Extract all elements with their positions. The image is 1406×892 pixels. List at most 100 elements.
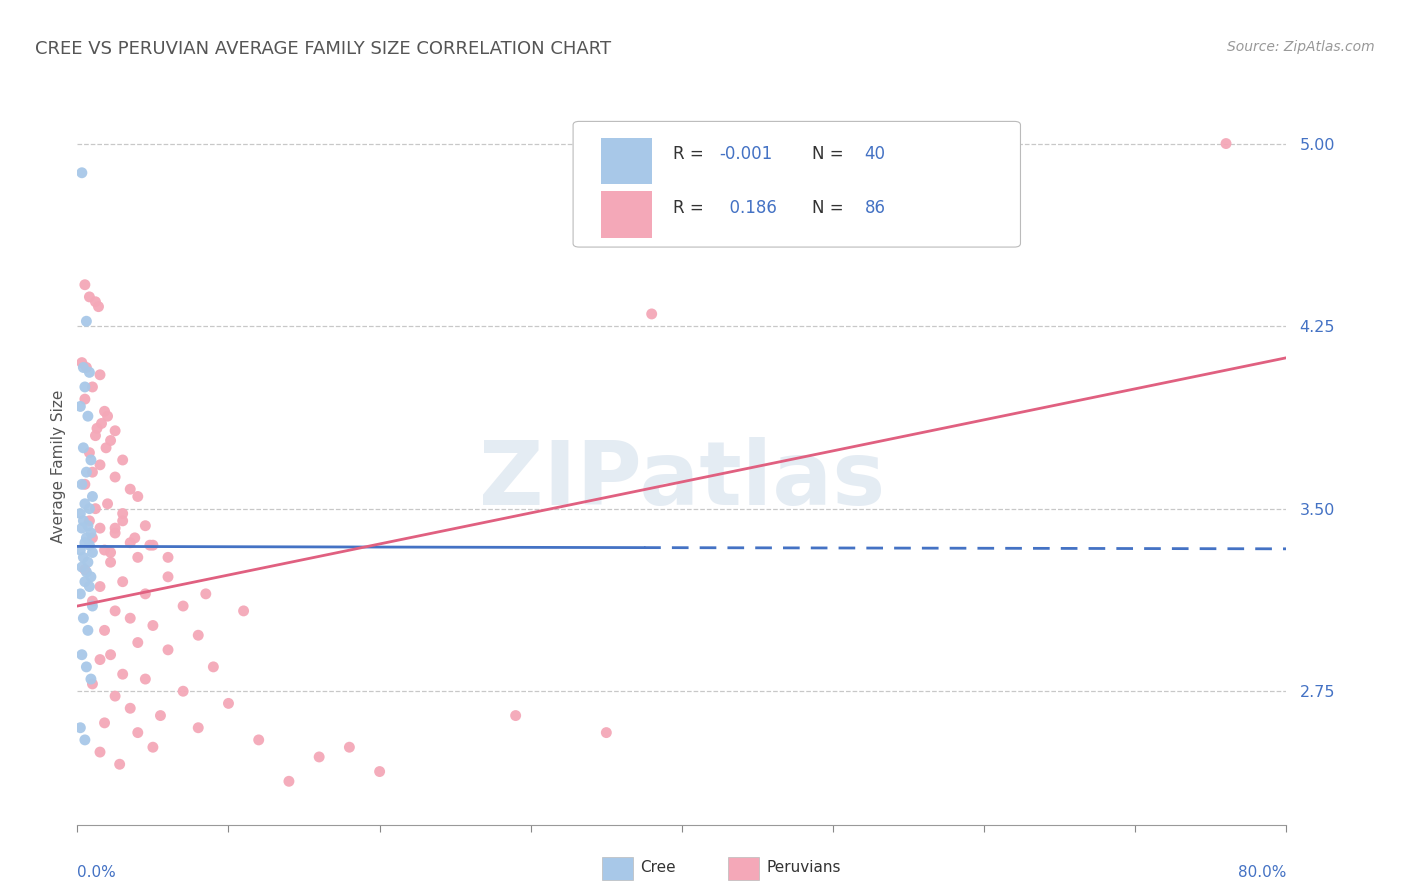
Point bbox=[89, 580, 111, 594]
Point bbox=[84, 501, 107, 516]
Point bbox=[127, 550, 149, 565]
Point bbox=[104, 521, 127, 535]
Point bbox=[82, 490, 104, 504]
Point bbox=[104, 424, 127, 438]
Point bbox=[80, 570, 103, 584]
Point bbox=[77, 409, 100, 424]
Point bbox=[120, 611, 142, 625]
Point bbox=[77, 624, 100, 638]
Point bbox=[127, 490, 149, 504]
Point bbox=[100, 648, 122, 662]
Point bbox=[127, 725, 149, 739]
Point bbox=[90, 417, 112, 431]
Point bbox=[77, 555, 100, 569]
Point bbox=[87, 300, 110, 314]
Point bbox=[194, 587, 217, 601]
Point bbox=[127, 635, 149, 649]
Point bbox=[93, 624, 115, 638]
Point bbox=[89, 521, 111, 535]
Point bbox=[72, 514, 94, 528]
Text: 86: 86 bbox=[865, 199, 886, 217]
Point bbox=[75, 314, 97, 328]
Point bbox=[134, 587, 156, 601]
Point bbox=[72, 611, 94, 625]
Point bbox=[89, 745, 111, 759]
Point bbox=[75, 360, 97, 375]
Point bbox=[73, 732, 96, 747]
Point bbox=[100, 545, 122, 559]
Point bbox=[120, 535, 142, 549]
Point bbox=[73, 477, 96, 491]
Point bbox=[82, 531, 104, 545]
Point bbox=[75, 565, 97, 579]
Point bbox=[142, 618, 165, 632]
Point bbox=[82, 677, 104, 691]
Point bbox=[80, 453, 103, 467]
Text: 0.186: 0.186 bbox=[720, 199, 778, 217]
Point bbox=[96, 497, 118, 511]
Point bbox=[73, 380, 96, 394]
Text: Peruvians: Peruvians bbox=[766, 860, 841, 874]
Point bbox=[79, 445, 101, 459]
Point bbox=[72, 360, 94, 375]
Point bbox=[108, 757, 131, 772]
Bar bbox=[600, 137, 652, 185]
Point bbox=[69, 587, 91, 601]
Point bbox=[96, 409, 118, 424]
Point bbox=[104, 604, 127, 618]
Point bbox=[111, 507, 134, 521]
Point bbox=[73, 497, 96, 511]
Point bbox=[104, 689, 127, 703]
Point bbox=[69, 400, 91, 414]
Text: Source: ZipAtlas.com: Source: ZipAtlas.com bbox=[1227, 40, 1375, 54]
Point bbox=[247, 732, 270, 747]
Point bbox=[79, 538, 101, 552]
Point bbox=[86, 421, 108, 435]
Point bbox=[134, 672, 156, 686]
Text: -0.001: -0.001 bbox=[720, 145, 773, 162]
Point bbox=[505, 708, 527, 723]
Point bbox=[218, 697, 240, 711]
Point bbox=[172, 684, 194, 698]
Point bbox=[187, 721, 209, 735]
Point bbox=[100, 434, 122, 448]
Point bbox=[89, 458, 111, 472]
Point bbox=[187, 628, 209, 642]
Point bbox=[73, 277, 96, 292]
Point bbox=[142, 740, 165, 755]
Text: Cree: Cree bbox=[640, 860, 675, 874]
Point bbox=[69, 507, 91, 521]
Point bbox=[69, 721, 91, 735]
Point bbox=[368, 764, 391, 779]
Point bbox=[82, 545, 104, 559]
Point bbox=[641, 307, 664, 321]
Text: CREE VS PERUVIAN AVERAGE FAMILY SIZE CORRELATION CHART: CREE VS PERUVIAN AVERAGE FAMILY SIZE COR… bbox=[35, 40, 612, 58]
Point bbox=[120, 701, 142, 715]
Point bbox=[70, 648, 93, 662]
Point bbox=[157, 550, 180, 565]
Point bbox=[72, 550, 94, 565]
FancyBboxPatch shape bbox=[574, 121, 1021, 247]
Point bbox=[1215, 136, 1237, 151]
Point bbox=[104, 470, 127, 484]
Text: R =: R = bbox=[673, 199, 710, 217]
Point bbox=[79, 365, 101, 379]
Point bbox=[73, 392, 96, 406]
Point bbox=[308, 750, 330, 764]
Point bbox=[82, 594, 104, 608]
Point bbox=[73, 562, 96, 576]
Point bbox=[134, 518, 156, 533]
Text: R =: R = bbox=[673, 145, 710, 162]
Point bbox=[93, 404, 115, 418]
Point bbox=[111, 574, 134, 589]
Point bbox=[80, 526, 103, 541]
Point bbox=[75, 531, 97, 545]
Point bbox=[111, 453, 134, 467]
Point bbox=[70, 356, 93, 370]
Y-axis label: Average Family Size: Average Family Size bbox=[51, 390, 66, 542]
Point bbox=[75, 465, 97, 479]
Text: ZIPatlas: ZIPatlas bbox=[479, 437, 884, 524]
Point bbox=[100, 555, 122, 569]
Point bbox=[79, 580, 101, 594]
Text: 0.0%: 0.0% bbox=[77, 865, 117, 880]
